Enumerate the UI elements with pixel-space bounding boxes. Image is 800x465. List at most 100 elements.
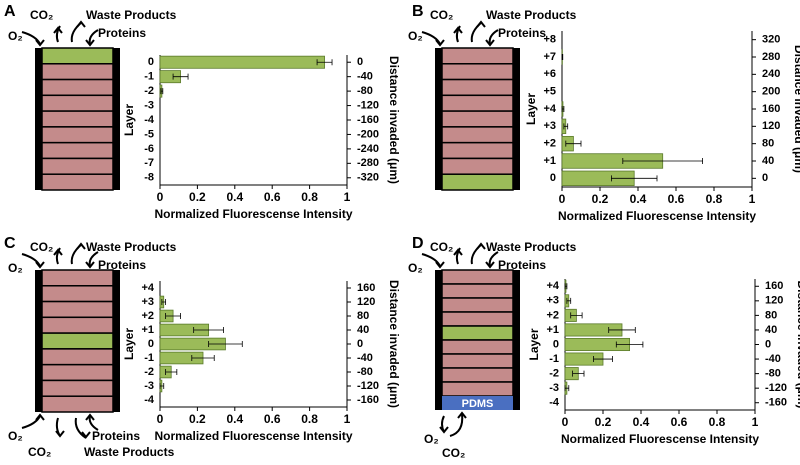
arrow-head xyxy=(476,20,486,28)
y-tick-label: -7 xyxy=(144,157,154,169)
y2-tick-label: -40 xyxy=(357,71,373,83)
layer xyxy=(441,94,514,112)
arrow-head xyxy=(76,242,86,250)
x-tick-label: 0 xyxy=(562,415,569,429)
chamber-wall xyxy=(113,48,120,190)
layer xyxy=(41,173,114,191)
y-tick-label: +1 xyxy=(141,324,154,336)
y2-tick-label: -160 xyxy=(357,114,379,126)
layer xyxy=(41,348,114,366)
error-bar xyxy=(572,370,585,377)
arrow-head xyxy=(55,430,65,438)
error-bar xyxy=(563,123,569,130)
error-bar xyxy=(160,88,164,95)
panel-label: C xyxy=(4,235,16,252)
layer xyxy=(441,297,514,313)
y-tick-label: +3 xyxy=(543,120,556,132)
y2-tick-label: 120 xyxy=(357,296,375,308)
x-tick-label: 0 xyxy=(559,192,566,206)
y-axis-title: Layer xyxy=(524,93,538,125)
y-tick-label: -5 xyxy=(144,128,154,140)
y2-tick-label: 240 xyxy=(762,68,780,80)
error-bar xyxy=(564,283,568,290)
y2-tick-label: -40 xyxy=(357,352,373,364)
error-bar xyxy=(561,106,565,112)
y-axis-title: Layer xyxy=(122,328,136,360)
arrow-head xyxy=(85,413,95,421)
x-tick-label: 0.4 xyxy=(633,415,650,429)
layer xyxy=(441,381,514,397)
error-bar xyxy=(316,59,333,66)
y2-axis-title: Distance invaded (μm) xyxy=(792,45,800,173)
y-tick-label: +8 xyxy=(543,34,556,46)
y-tick-label: +5 xyxy=(543,86,556,98)
arrow xyxy=(70,243,83,265)
top-label: O₂ xyxy=(8,261,23,275)
x-tick-label: 0.2 xyxy=(595,415,612,429)
top-label: CO₂ xyxy=(30,240,53,254)
top-label: Proteins xyxy=(98,26,146,40)
arrow-head xyxy=(76,20,86,28)
y-tick-label: +4 xyxy=(543,103,556,115)
layer xyxy=(41,300,114,319)
y-tick-label: -1 xyxy=(144,352,154,364)
y2-tick-label: -160 xyxy=(357,394,379,406)
x-tick-label: 1 xyxy=(749,192,756,206)
arrow xyxy=(74,417,87,439)
layer xyxy=(441,339,514,355)
arrow xyxy=(88,251,99,267)
layer xyxy=(441,141,514,160)
layer xyxy=(41,379,114,397)
error-bar xyxy=(165,313,181,319)
y2-axis-title: Distance invaded (μm) xyxy=(795,280,800,408)
y-tick-label: 0 xyxy=(553,338,559,350)
y2-axis-title: Distance invaded (μm) xyxy=(387,56,401,184)
x-tick-label: 0 xyxy=(157,190,164,204)
y-tick-label: +6 xyxy=(543,68,556,80)
x-tick-label: 0.8 xyxy=(709,415,726,429)
x-tick-label: 0.4 xyxy=(226,190,243,204)
layer xyxy=(41,269,114,287)
y-tick-label: +7 xyxy=(543,51,556,63)
arrow xyxy=(488,251,499,267)
error-bar xyxy=(561,54,564,60)
arrow xyxy=(70,21,83,43)
x-axis-title: Normalized Fluorescense Intensity xyxy=(154,429,352,443)
y-tick-label: +3 xyxy=(546,295,559,307)
y-tick-label: +1 xyxy=(543,155,556,167)
top-label: Waste Products xyxy=(86,8,177,22)
y-tick-label: -3 xyxy=(144,380,154,392)
layer xyxy=(441,367,514,383)
top-label: Proteins xyxy=(98,258,146,272)
arrow-head xyxy=(53,26,63,34)
arrow-head xyxy=(435,39,445,47)
x-tick-label: 0.6 xyxy=(671,415,688,429)
chamber-wall xyxy=(435,270,442,410)
x-tick-label: 0.8 xyxy=(301,412,318,426)
y-tick-label: -8 xyxy=(144,172,154,184)
layer xyxy=(441,78,514,97)
material-label: PDMS xyxy=(462,398,494,410)
y-tick-label: +1 xyxy=(546,324,559,336)
arrow xyxy=(55,25,61,43)
top-label: Proteins xyxy=(498,258,546,272)
y-tick-label: 0 xyxy=(148,56,154,68)
y-tick-label: +4 xyxy=(141,282,154,294)
layer xyxy=(41,63,114,81)
layer xyxy=(41,78,114,97)
y2-tick-label: -80 xyxy=(357,366,373,378)
y2-tick-label: -320 xyxy=(357,172,379,184)
arrow-head xyxy=(485,39,495,47)
bottom-label: CO₂ xyxy=(442,446,465,460)
x-tick-label: 0.2 xyxy=(189,412,206,426)
y-tick-label: 0 xyxy=(550,172,556,184)
y-tick-label: +3 xyxy=(141,296,154,308)
arrow-head xyxy=(35,39,45,47)
arrow-head xyxy=(485,261,495,269)
arrow xyxy=(449,413,464,437)
arrow xyxy=(55,247,61,265)
y-tick-label: -2 xyxy=(144,85,154,97)
x-tick-label: 0.2 xyxy=(592,192,609,206)
top-label: Proteins xyxy=(498,26,546,40)
